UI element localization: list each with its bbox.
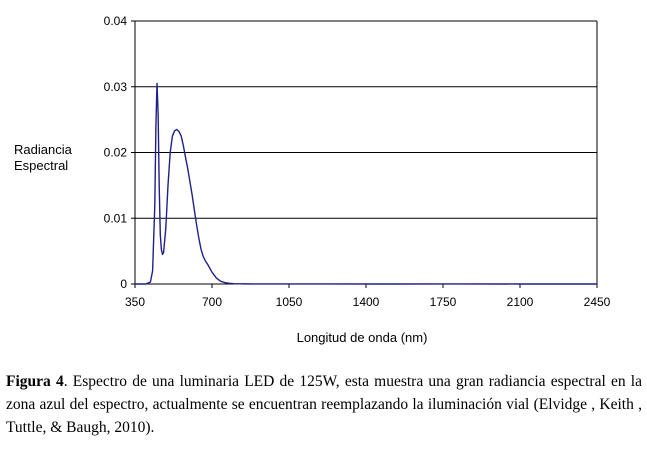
y-axis-title-line-1: Radiancia	[14, 142, 73, 157]
x-tick-label: 350	[125, 295, 145, 309]
y-tick-label: 0.04	[104, 14, 128, 28]
spectrum-series-line	[135, 82, 597, 285]
spectrum-chart: 350 700 1050 1400 1750 2100 2450 0 0.01 0.02 0.03…	[14, 14, 611, 345]
y-axis-title-line-2: Espectral	[14, 158, 68, 173]
x-axis-ticks: 350 700 1050 1400 1750 2100 2450	[125, 284, 611, 309]
y-tick-label: 0	[120, 277, 127, 291]
gridlines	[135, 20, 597, 219]
y-tick-label: 0.01	[104, 211, 128, 225]
y-axis-ticks: 0 0.01 0.02 0.03 0.04	[104, 14, 135, 291]
x-axis-title: Longitud de onda (nm)	[297, 330, 428, 345]
series-layer	[135, 82, 597, 285]
x-tick-label: 2100	[507, 295, 534, 309]
y-tick-label: 0.03	[104, 80, 128, 94]
x-tick-label: 1750	[430, 295, 457, 309]
figure-caption: Figura 4. Espectro de una luminaria LED …	[6, 370, 642, 439]
x-tick-label: 2450	[584, 295, 611, 309]
x-tick-label: 1400	[353, 295, 380, 309]
y-tick-label: 0.02	[104, 146, 128, 160]
caption-text: . Espectro de una luminaria LED de 125W,…	[6, 373, 642, 436]
x-tick-label: 1050	[276, 295, 303, 309]
x-tick-label: 700	[202, 295, 222, 309]
caption-label: Figura 4	[6, 373, 64, 390]
